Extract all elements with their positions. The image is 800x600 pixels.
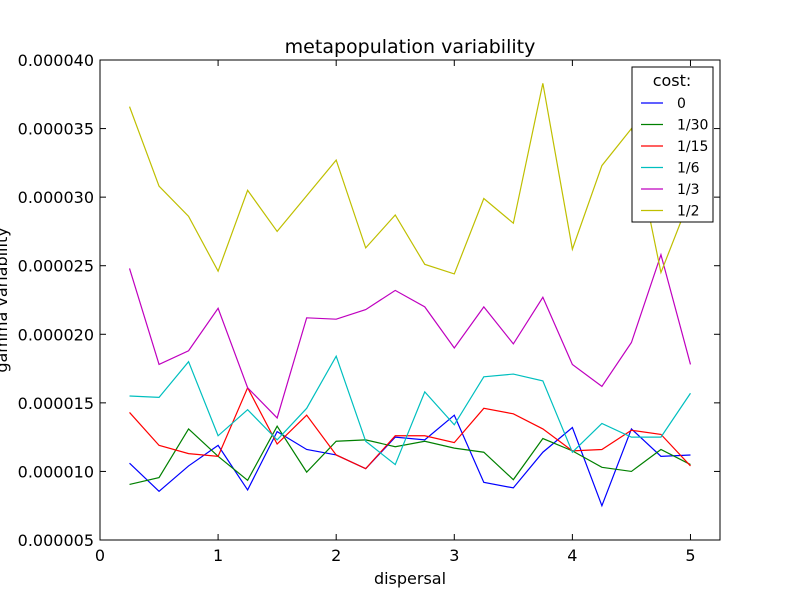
series-line-2 — [129, 386, 691, 470]
chart-title: metapopulation variability — [285, 36, 536, 58]
series-line-1 — [129, 424, 691, 486]
plot-area — [100, 60, 720, 540]
legend-label-2: 1/15 — [677, 139, 708, 155]
x-tick-label: 5 — [685, 546, 695, 565]
legend-label-3: 1/6 — [677, 161, 700, 177]
y-tick-label: 0.000020 — [18, 325, 94, 344]
x-axis-label: dispersal — [374, 569, 446, 588]
plot-frame — [99, 59, 721, 541]
y-tick-label: 0.000025 — [18, 257, 94, 276]
legend: cost: 0 1/30 1/15 1/6 1/3 1/2 — [631, 66, 714, 223]
series-line-4 — [128, 252, 692, 420]
y-tick-label: 0.000015 — [18, 394, 94, 413]
x-tick-label: 1 — [213, 546, 223, 565]
y-tick-label: 0.000005 — [18, 531, 94, 550]
x-axis-ticks: 0 1 2 3 4 5 — [95, 60, 696, 565]
y-tick-label: 0.000040 — [18, 51, 94, 70]
series-line-0 — [129, 414, 691, 508]
y-tick-label: 0.000030 — [18, 188, 94, 207]
y-tick-label: 0.000035 — [18, 120, 94, 139]
legend-label-0: 0 — [677, 96, 686, 112]
series-line-3 — [129, 354, 691, 466]
y-axis-label: gamma variability — [0, 227, 11, 372]
x-tick-label: 0 — [95, 546, 105, 565]
series-line-5 — [128, 83, 692, 275]
x-tick-label: 3 — [449, 546, 459, 565]
legend-box — [631, 66, 714, 223]
x-tick-label: 4 — [567, 546, 577, 565]
legend-items: 0 1/30 1/15 1/6 1/3 1/2 — [641, 96, 708, 220]
series-layer — [128, 83, 692, 508]
x-tick-label: 2 — [331, 546, 341, 565]
legend-label-1: 1/30 — [677, 118, 708, 134]
legend-title: cost: — [653, 71, 692, 90]
legend-label-5: 1/2 — [677, 204, 700, 220]
y-axis-ticks: 0.000005 0.000010 0.000015 0.000020 0.000025… — [18, 51, 720, 550]
legend-label-4: 1/3 — [677, 182, 700, 198]
y-tick-label: 0.000010 — [18, 462, 94, 481]
